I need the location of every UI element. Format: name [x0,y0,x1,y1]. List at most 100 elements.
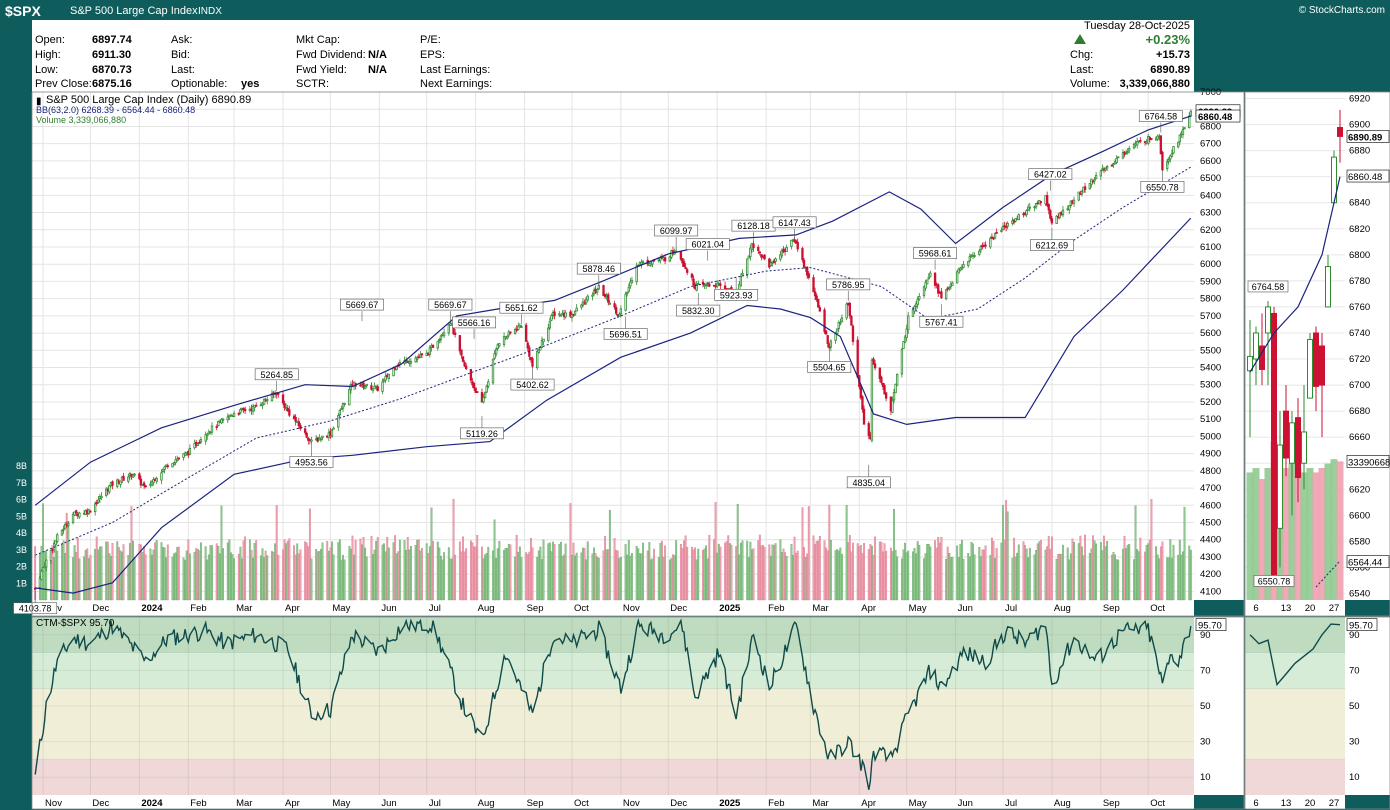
volume-bar [187,539,190,601]
volume-bar [1122,548,1124,601]
volume-bar [646,550,649,601]
volume-bar [1136,549,1139,601]
volume-bar [564,543,567,601]
volume-bar [394,535,397,601]
volume-bar [51,545,54,601]
candle-body [174,459,177,463]
candle-body [122,476,125,481]
open-value: 6897.74 [92,34,132,46]
volume-bar [859,545,862,601]
last-label-2: Last: [1070,64,1094,76]
volume-bar [507,543,510,601]
inset-volume-bar [1246,472,1254,600]
volume-bar [228,539,231,601]
volume-bar [960,539,963,601]
candle-body [166,465,169,468]
volume-bar [206,559,209,601]
y-tick-label: 4900 [1200,449,1221,460]
volume-bar [1099,542,1102,601]
volume-bar [1073,541,1075,601]
mktcap-label: Mkt Cap: [296,34,341,46]
candle-body [71,514,75,523]
volume-bar [548,542,551,601]
volume-bar [182,557,185,601]
candle-body [349,384,353,391]
y-tick-label: 5300 [1200,380,1221,391]
candle-body [614,307,618,314]
candle-body [859,386,863,399]
volume-bar [626,554,629,601]
candle-body [75,510,78,514]
volume-bar [763,546,766,601]
volume-bar [940,536,943,601]
volume-bar [907,550,910,601]
candle-body [520,326,523,328]
candle-body [1046,195,1049,206]
candle-body [967,261,970,266]
volume-bar [951,557,954,601]
volume-bar [572,542,575,601]
candle-body [624,293,627,311]
volume-bar [184,559,187,601]
y-tick-label: 5800 [1200,294,1221,305]
candle-legend-icon: ▮ [36,96,42,107]
ctm-y-tick-label: 70 [1200,665,1211,676]
volume-bar [1011,557,1014,601]
candle-body [420,353,424,356]
candle-body [373,386,376,389]
volume-bar [140,544,142,601]
candle-body [807,273,810,278]
volume-bar [1169,539,1172,601]
volume-bar [1180,554,1183,601]
x-tick-label: Nov [623,603,640,614]
volume-bar [972,543,974,601]
volume-bar [498,541,501,601]
volume-bar [657,557,660,601]
volume-bar [263,557,266,601]
volume-bar [1103,535,1105,601]
candle-body [1055,215,1058,224]
candle-body [220,418,223,424]
candle-body [487,381,490,387]
candle-body [746,258,749,275]
volume-bar [239,546,242,601]
volume-bar [1095,543,1098,601]
volume-bar [97,549,100,601]
inset-y-tick-label: 6820 [1349,224,1370,235]
volume-bar [916,541,919,601]
candle-body [343,403,346,405]
candle-body [93,503,97,513]
volume-bar [624,544,627,601]
volume-bar [1084,534,1086,601]
volume-bar [342,555,344,601]
candle-body [1170,153,1174,157]
volume-bar [815,541,818,601]
volume-bar [308,508,311,601]
candle-body [62,528,65,531]
candle-body [359,384,362,387]
candle-body [570,314,574,319]
candle-body [591,294,594,297]
volume-bar [1082,555,1085,601]
volume-bar [668,559,671,601]
volume-bar [735,546,738,601]
candle-body [198,442,201,444]
volume-bar [929,546,932,601]
candle-body [812,277,815,293]
volume-bar [1002,505,1004,601]
candle-body [493,353,496,359]
candle-body [67,523,70,526]
volume-bar [661,540,663,601]
volume-bar [781,551,783,601]
volume-bar [934,540,936,601]
volume-bar [504,547,507,601]
candle-body [496,344,499,349]
candle-body [463,362,466,367]
volume-bar [713,539,715,601]
candle-body [330,429,334,437]
candle-body [183,452,187,456]
candle-body [741,272,744,276]
percent-change: +0.23% [1145,32,1190,47]
ctm-x-tick-label: Apr [285,798,300,809]
volume-bar [675,540,678,601]
